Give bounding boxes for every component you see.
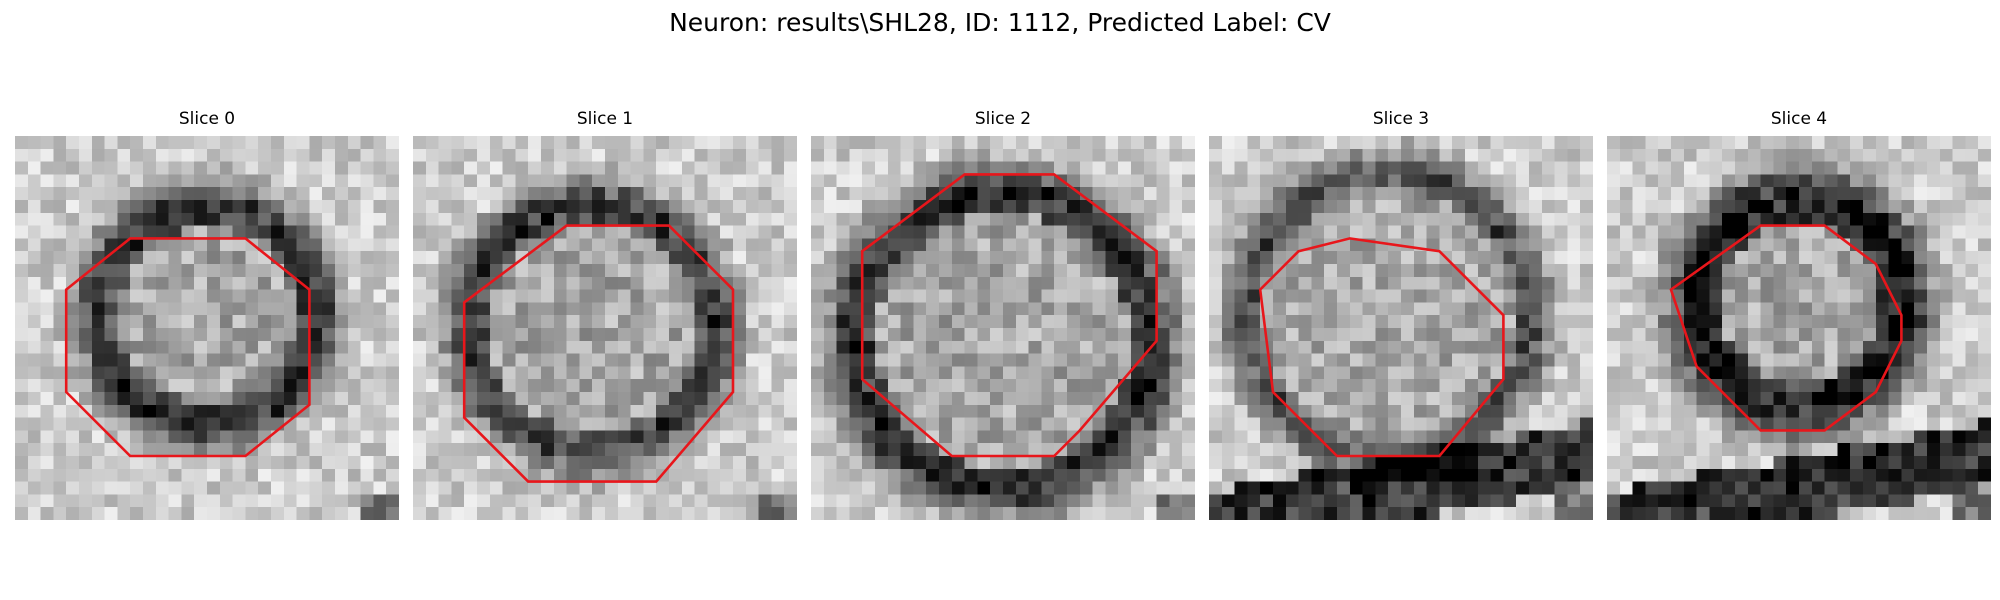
slice-title-1: Slice 1 — [576, 109, 634, 129]
slice-title-3: Slice 3 — [1372, 109, 1430, 129]
slice-image-0 — [15, 136, 399, 520]
slice-pixels-1 — [413, 136, 797, 520]
slice-panel-4: Slice 4 — [1607, 108, 1991, 520]
slice-panel-3: Slice 3 — [1209, 108, 1593, 520]
segmentation-contour-3 — [1258, 237, 1505, 458]
slice-image-2 — [811, 136, 1195, 520]
slice-title-4: Slice 4 — [1770, 109, 1828, 129]
slice-title-2: Slice 2 — [974, 109, 1032, 129]
slice-panel-0: Slice 0 — [15, 108, 399, 520]
slice-pixels-2 — [811, 136, 1195, 520]
slice-image-3 — [1209, 136, 1593, 520]
slice-title-0: Slice 0 — [178, 109, 236, 129]
figure-title: Neuron: results\SHL28, ID: 1112, Predict… — [669, 8, 1331, 37]
slice-pixels-3 — [1209, 136, 1593, 520]
slice-image-4 — [1607, 136, 1991, 520]
segmentation-contour-1 — [462, 224, 735, 483]
slice-image-1 — [413, 136, 797, 520]
slice-panel-2: Slice 2 — [811, 108, 1195, 520]
segmentation-contour-4 — [1669, 224, 1903, 432]
segmentation-contour-2 — [860, 173, 1158, 458]
slice-panel-1: Slice 1 — [413, 108, 797, 520]
slice-pixels-0 — [15, 136, 399, 520]
segmentation-contour-0 — [64, 237, 311, 458]
slice-pixels-4 — [1607, 136, 1991, 520]
